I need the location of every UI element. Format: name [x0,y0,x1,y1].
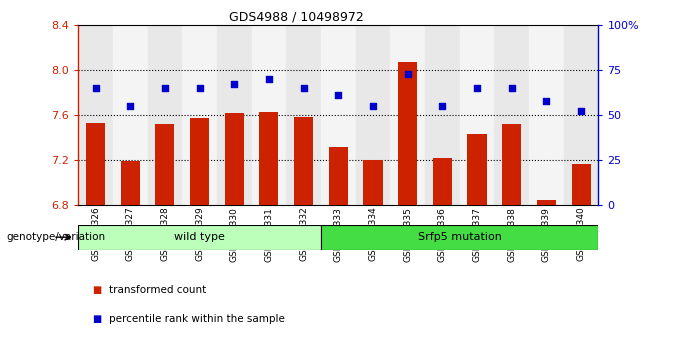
Bar [78,225,321,250]
Point [506,85,517,91]
Point [402,71,413,76]
Bar [148,25,182,205]
Bar [564,25,598,205]
Point [263,76,274,82]
Point [124,103,135,109]
Point [437,103,447,109]
Bar [363,160,383,205]
Bar [120,161,140,205]
Bar [328,147,348,205]
Point [159,85,170,91]
Bar [529,25,564,205]
Bar [425,25,460,205]
Bar [113,25,148,205]
Bar [432,158,452,205]
Bar [294,117,313,205]
Point [367,103,378,109]
Bar [460,25,494,205]
Bar [502,124,522,205]
Text: transformed count: transformed count [109,285,206,295]
Text: genotype/variation: genotype/variation [7,232,106,242]
Text: percentile rank within the sample: percentile rank within the sample [109,314,285,324]
Point [194,85,205,91]
Bar [286,25,321,205]
Bar [571,164,591,205]
Bar [155,124,175,205]
Point [228,81,239,87]
Bar [224,113,244,205]
Text: Srfp5 mutation: Srfp5 mutation [418,232,502,242]
Point [90,85,101,91]
Bar [467,134,487,205]
Text: ■: ■ [92,285,101,295]
Bar [86,123,105,205]
Bar [190,119,209,205]
Text: wild type: wild type [174,232,225,242]
Bar [259,112,279,205]
Bar [182,25,217,205]
Point [575,109,586,114]
Bar [537,200,556,205]
Bar [356,25,390,205]
Point [298,85,309,91]
Title: GDS4988 / 10498972: GDS4988 / 10498972 [229,11,364,24]
Point [471,85,482,91]
Text: ■: ■ [92,314,101,324]
Bar [390,25,425,205]
Bar [252,25,286,205]
Point [541,98,551,103]
Point [333,92,343,98]
Bar [78,25,113,205]
Bar [321,225,598,250]
Bar [217,25,252,205]
Bar [494,25,529,205]
Bar [321,25,356,205]
Bar [398,62,418,205]
